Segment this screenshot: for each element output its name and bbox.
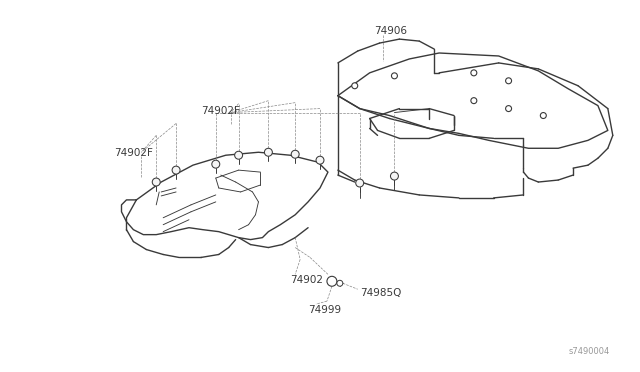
Circle shape xyxy=(291,150,299,158)
Circle shape xyxy=(235,151,243,159)
Text: 74985Q: 74985Q xyxy=(360,288,401,298)
Circle shape xyxy=(356,179,364,187)
Circle shape xyxy=(264,148,273,156)
Text: 74906: 74906 xyxy=(374,26,408,36)
Circle shape xyxy=(352,83,358,89)
Circle shape xyxy=(327,276,337,286)
Circle shape xyxy=(540,113,547,119)
Circle shape xyxy=(152,178,160,186)
Text: 74902: 74902 xyxy=(290,275,323,285)
Circle shape xyxy=(471,98,477,104)
Circle shape xyxy=(390,172,399,180)
Circle shape xyxy=(337,280,343,286)
Circle shape xyxy=(506,106,511,112)
Text: 74902F: 74902F xyxy=(115,148,154,158)
Text: 74999: 74999 xyxy=(308,305,341,315)
Circle shape xyxy=(172,166,180,174)
Circle shape xyxy=(506,78,511,84)
Circle shape xyxy=(392,73,397,79)
Circle shape xyxy=(212,160,220,168)
Text: s7490004: s7490004 xyxy=(568,347,609,356)
Text: 74902F: 74902F xyxy=(201,106,240,116)
Circle shape xyxy=(471,70,477,76)
Circle shape xyxy=(316,156,324,164)
